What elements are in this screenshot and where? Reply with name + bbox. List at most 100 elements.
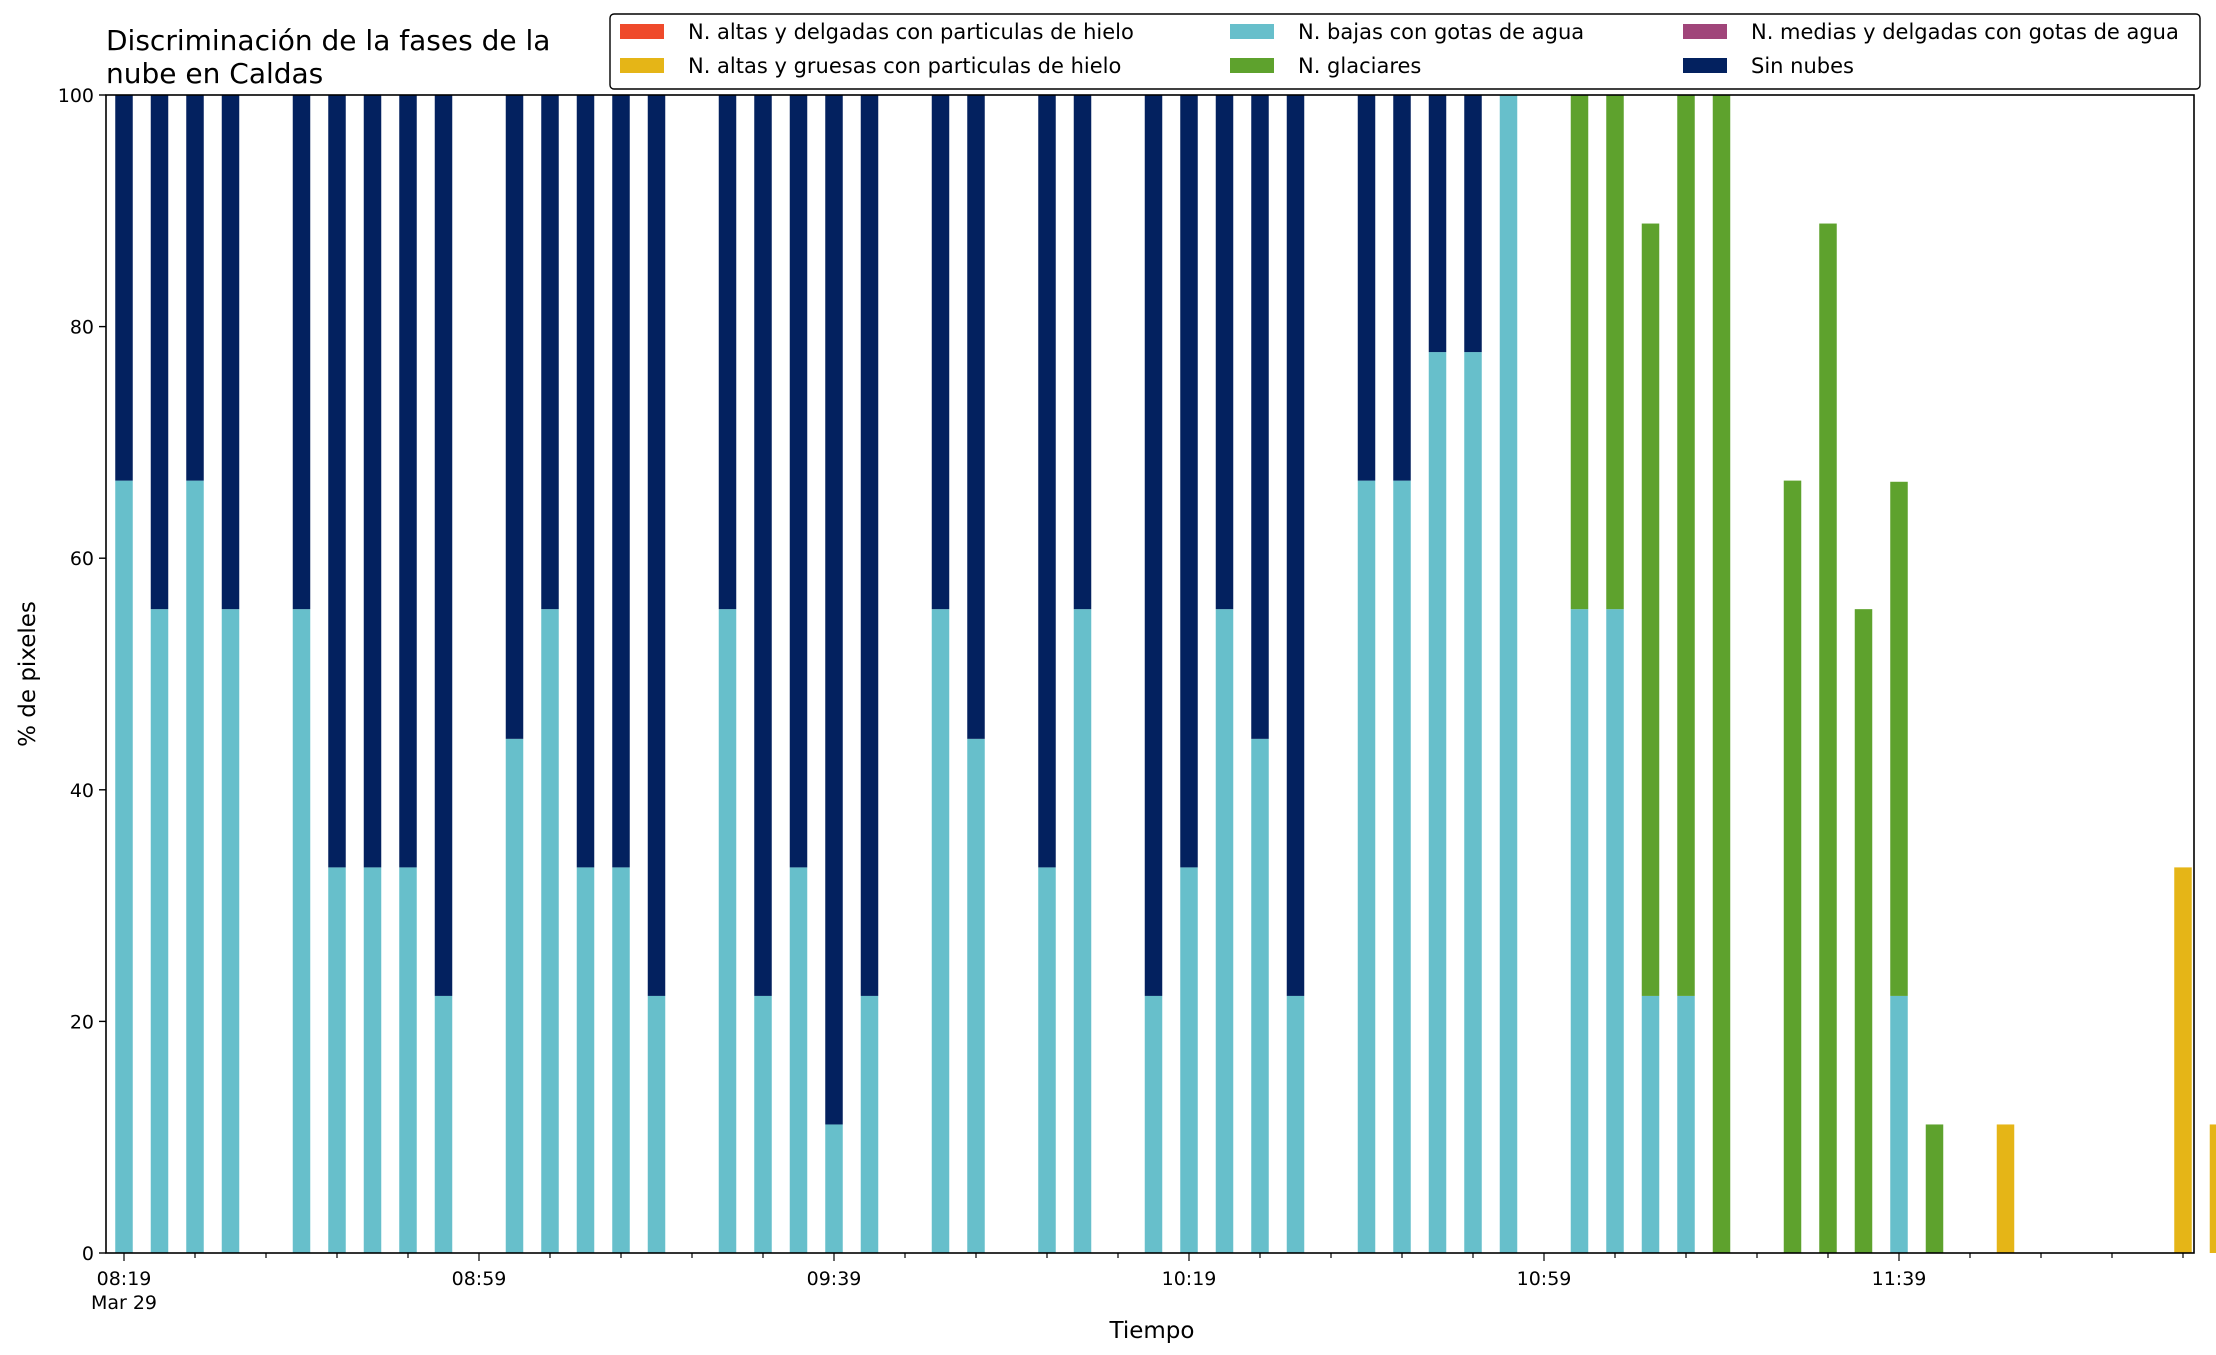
bar-segment-26-5 — [1038, 95, 1056, 868]
bar-segment-50-2 — [1890, 995, 1908, 1253]
bar-segment-7-2 — [363, 867, 382, 1253]
bar-segment-8-2 — [399, 867, 417, 1253]
bar-segment-0-2 — [115, 480, 133, 1253]
bar-segment-24-5 — [967, 95, 985, 739]
bar-segment-53-1 — [1996, 1124, 2015, 1253]
y-tick-label-4: 80 — [70, 317, 94, 339]
bar-segment-14-5 — [612, 95, 630, 868]
x-tick-label-4: 10:59 — [1517, 1268, 1572, 1290]
chart-title-line-2: nube en Caldas — [106, 57, 323, 90]
bar-segment-20-2 — [825, 1124, 843, 1253]
bar-segment-38-2 — [1464, 352, 1482, 1254]
bar-segment-15-5 — [647, 95, 666, 996]
bar-segment-37-5 — [1428, 95, 1447, 353]
bar-segment-33-2 — [1286, 995, 1305, 1253]
bar-segment-30-5 — [1180, 95, 1198, 868]
bar-segment-32-5 — [1251, 95, 1269, 739]
bar-segment-9-5 — [434, 95, 453, 996]
bar-segment-42-2 — [1606, 609, 1624, 1253]
bar-segment-0-5 — [115, 95, 133, 481]
bar-segment-51-3 — [1925, 1124, 1944, 1253]
bar-segment-3-5 — [221, 95, 240, 610]
bar-segment-32-2 — [1251, 738, 1269, 1253]
bar-segment-29-2 — [1144, 995, 1163, 1253]
bar-segment-15-2 — [647, 995, 666, 1253]
bar-segment-6-2 — [328, 867, 346, 1253]
bar-segment-43-3 — [1641, 223, 1660, 996]
bar-segment-1-5 — [150, 95, 169, 610]
chart-title-line-1: Discriminación de la fases de la — [106, 24, 550, 57]
x-tick-label-0: 08:19 — [97, 1268, 152, 1290]
bars-layer — [115, 95, 2216, 1254]
bar-segment-12-5 — [541, 95, 559, 610]
bar-segment-1-2 — [150, 609, 169, 1253]
x-tick-label-3: 10:19 — [1162, 1268, 1217, 1290]
bar-segment-21-2 — [860, 995, 879, 1253]
bar-segment-11-5 — [505, 95, 524, 739]
legend-swatch-2 — [1230, 24, 1274, 39]
bar-segment-5-2 — [292, 609, 311, 1253]
legend-swatch-1 — [620, 58, 664, 73]
y-tick-label-2: 40 — [70, 780, 94, 802]
x-axis: 08:1908:5909:3910:1910:5911:3912:1912:59… — [91, 1253, 2184, 1314]
x-axis-label: Tiempo — [1109, 1318, 1195, 1344]
bar-segment-17-2 — [718, 609, 737, 1253]
legend: N. altas y delgadas con particulas de hi… — [609, 13, 2201, 90]
bar-segment-35-2 — [1357, 480, 1376, 1253]
bar-segment-11-2 — [505, 738, 524, 1253]
bar-segment-29-5 — [1144, 95, 1163, 996]
y-tick-label-1: 20 — [70, 1011, 94, 1033]
bar-segment-43-2 — [1641, 995, 1660, 1253]
x-tick-sublabel: Mar 29 — [91, 1292, 157, 1314]
legend-label-5: Sin nubes — [1751, 54, 1854, 78]
bar-segment-23-5 — [931, 95, 950, 610]
bar-segment-13-5 — [576, 95, 595, 868]
y-tick-label-5: 100 — [58, 85, 94, 107]
bar-segment-14-2 — [612, 867, 630, 1253]
x-tick-label-1: 08:59 — [452, 1268, 507, 1290]
bar-segment-6-5 — [328, 95, 346, 868]
legend-label-3: N. glaciares — [1298, 54, 1421, 78]
bar-segment-3-2 — [221, 609, 240, 1253]
bar-segment-49-3 — [1854, 609, 1873, 1253]
x-tick-label-2: 09:39 — [807, 1268, 862, 1290]
bar-segment-31-2 — [1215, 609, 1234, 1253]
bar-segment-44-3 — [1677, 95, 1695, 996]
bar-segment-8-5 — [399, 95, 417, 868]
bar-segment-31-5 — [1215, 95, 1234, 610]
bar-segment-27-5 — [1073, 95, 1092, 610]
bar-segment-18-5 — [754, 95, 772, 996]
legend-label-1: N. altas y gruesas con particulas de hie… — [688, 54, 1121, 78]
y-tick-label-3: 60 — [70, 548, 94, 570]
bar-segment-30-2 — [1180, 867, 1198, 1253]
bar-segment-2-2 — [186, 480, 204, 1253]
bar-segment-23-2 — [931, 609, 950, 1253]
y-tick-label-0: 0 — [82, 1243, 94, 1265]
bar-segment-17-5 — [718, 95, 737, 610]
bar-segment-45-3 — [1712, 95, 1731, 1253]
bar-segment-36-2 — [1393, 480, 1411, 1253]
legend-swatch-5 — [1683, 58, 1727, 73]
plot-frame — [105, 94, 2195, 1254]
bar-segment-26-2 — [1038, 867, 1056, 1253]
legend-label-0: N. altas y delgadas con particulas de hi… — [688, 20, 1134, 44]
bar-segment-48-3 — [1819, 223, 1837, 1253]
bar-segment-19-5 — [789, 95, 808, 868]
y-axis-label: % de pixeles — [15, 601, 41, 747]
bar-segment-33-5 — [1286, 95, 1305, 996]
bar-segment-27-2 — [1073, 609, 1092, 1253]
legend-label-2: N. bajas con gotas de agua — [1298, 20, 1584, 44]
bar-segment-58-1 — [2174, 867, 2192, 1253]
legend-box — [609, 13, 2201, 90]
y-axis: 0 20 40 60 80 100 — [58, 85, 106, 1265]
bar-segment-41-2 — [1570, 609, 1589, 1253]
bar-segment-50-3 — [1890, 481, 1908, 996]
bar-segment-9-2 — [434, 995, 453, 1253]
bar-segment-2-5 — [186, 95, 204, 481]
bar-segment-59-1 — [2209, 1124, 2216, 1253]
bar-segment-44-2 — [1677, 995, 1695, 1253]
bar-segment-37-2 — [1428, 352, 1447, 1254]
bar-segment-47-3 — [1783, 480, 1802, 1253]
legend-swatch-3 — [1230, 58, 1274, 73]
